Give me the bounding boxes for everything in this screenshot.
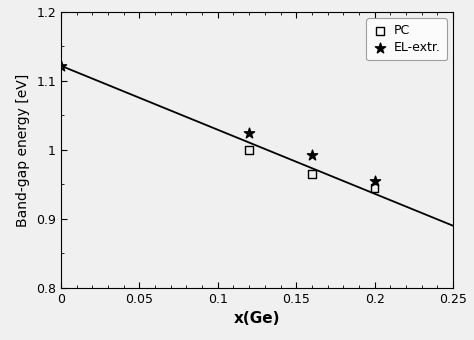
PC <box>371 185 378 190</box>
PC <box>246 147 253 153</box>
Legend: PC, EL-extr.: PC, EL-extr. <box>366 18 447 61</box>
EL-extr. <box>308 152 316 157</box>
EL-extr. <box>246 130 253 135</box>
EL-extr. <box>57 63 64 68</box>
EL-extr. <box>371 178 378 184</box>
X-axis label: x(Ge): x(Ge) <box>234 311 280 326</box>
Y-axis label: Band-gap energy [eV]: Band-gap energy [eV] <box>17 73 30 226</box>
PC <box>308 171 316 177</box>
